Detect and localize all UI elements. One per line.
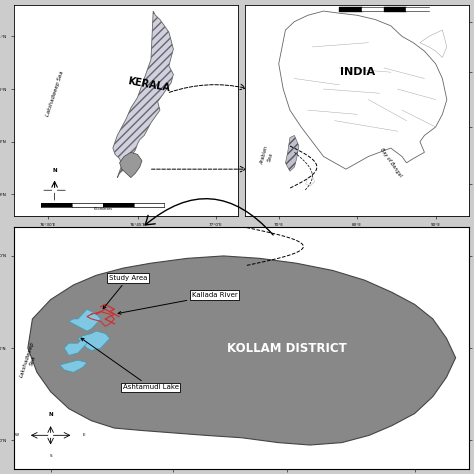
Text: Lakshadweep
Sea: Lakshadweep Sea xyxy=(19,341,41,380)
Text: N: N xyxy=(48,412,53,417)
Text: N: N xyxy=(52,168,57,173)
Text: Kallada River: Kallada River xyxy=(118,292,237,314)
Polygon shape xyxy=(69,309,100,331)
Text: Ashtamudi Lake: Ashtamudi Lake xyxy=(81,338,179,390)
Text: Arabian
Sea: Arabian Sea xyxy=(260,146,275,167)
Polygon shape xyxy=(60,360,87,372)
Polygon shape xyxy=(113,11,173,178)
Text: W: W xyxy=(15,433,19,438)
Polygon shape xyxy=(285,136,299,171)
Polygon shape xyxy=(306,175,315,186)
Text: Kilometres: Kilometres xyxy=(93,207,112,211)
Polygon shape xyxy=(420,30,447,57)
Text: INDIA: INDIA xyxy=(339,67,375,77)
Text: S: S xyxy=(49,454,52,457)
Text: KOLLAM DISTRICT: KOLLAM DISTRICT xyxy=(228,342,347,355)
Polygon shape xyxy=(64,338,87,356)
Polygon shape xyxy=(28,256,456,445)
Text: Lakshadweep Sea: Lakshadweep Sea xyxy=(45,70,64,117)
Text: E: E xyxy=(82,433,85,438)
Text: KERALA: KERALA xyxy=(127,76,171,93)
Text: Bay of Bengal: Bay of Bengal xyxy=(379,147,402,178)
Text: Study Area: Study Area xyxy=(103,275,147,309)
Polygon shape xyxy=(279,11,447,169)
Polygon shape xyxy=(78,331,110,350)
Polygon shape xyxy=(119,152,142,178)
